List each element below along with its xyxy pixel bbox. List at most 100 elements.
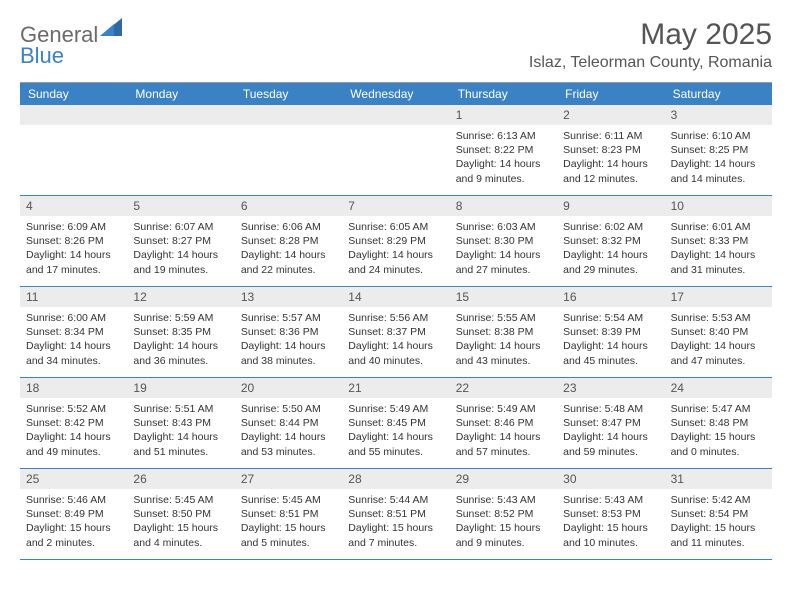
day-cell: 27Sunrise: 5:45 AMSunset: 8:51 PMDayligh… [235, 469, 342, 559]
day-cell: 15Sunrise: 5:55 AMSunset: 8:38 PMDayligh… [450, 287, 557, 377]
day-number: 30 [557, 469, 664, 489]
day-cell: 8Sunrise: 6:03 AMSunset: 8:30 PMDaylight… [450, 196, 557, 286]
day-details: Sunrise: 5:47 AMSunset: 8:48 PMDaylight:… [665, 398, 772, 465]
day-details: Sunrise: 5:54 AMSunset: 8:39 PMDaylight:… [557, 307, 664, 374]
sunrise-text: Sunrise: 5:42 AM [671, 493, 766, 507]
sunset-text: Sunset: 8:34 PM [26, 325, 121, 339]
sunset-text: Sunset: 8:51 PM [241, 507, 336, 521]
daylight-text: Daylight: 14 hours and 45 minutes. [563, 339, 658, 367]
sunset-text: Sunset: 8:40 PM [671, 325, 766, 339]
sunrise-text: Sunrise: 6:06 AM [241, 220, 336, 234]
day-cell: 20Sunrise: 5:50 AMSunset: 8:44 PMDayligh… [235, 378, 342, 468]
sunrise-text: Sunrise: 5:53 AM [671, 311, 766, 325]
day-cell: 26Sunrise: 5:45 AMSunset: 8:50 PMDayligh… [127, 469, 234, 559]
day-number: 15 [450, 287, 557, 307]
day-cell: 6Sunrise: 6:06 AMSunset: 8:28 PMDaylight… [235, 196, 342, 286]
daylight-text: Daylight: 14 hours and 24 minutes. [348, 248, 443, 276]
day-number: 31 [665, 469, 772, 489]
day-number: 14 [342, 287, 449, 307]
daylight-text: Daylight: 15 hours and 5 minutes. [241, 521, 336, 549]
day-details: Sunrise: 6:09 AMSunset: 8:26 PMDaylight:… [20, 216, 127, 283]
day-details: Sunrise: 6:07 AMSunset: 8:27 PMDaylight:… [127, 216, 234, 283]
day-details: Sunrise: 5:46 AMSunset: 8:49 PMDaylight:… [20, 489, 127, 556]
daylight-text: Daylight: 14 hours and 53 minutes. [241, 430, 336, 458]
sunset-text: Sunset: 8:35 PM [133, 325, 228, 339]
day-cell [20, 105, 127, 195]
daylight-text: Daylight: 14 hours and 47 minutes. [671, 339, 766, 367]
day-header-wed: Wednesday [342, 83, 449, 105]
sunset-text: Sunset: 8:53 PM [563, 507, 658, 521]
week-row: 25Sunrise: 5:46 AMSunset: 8:49 PMDayligh… [20, 469, 772, 560]
day-number: 28 [342, 469, 449, 489]
sunset-text: Sunset: 8:32 PM [563, 234, 658, 248]
day-cell: 14Sunrise: 5:56 AMSunset: 8:37 PMDayligh… [342, 287, 449, 377]
daylight-text: Daylight: 14 hours and 17 minutes. [26, 248, 121, 276]
week-row: 11Sunrise: 6:00 AMSunset: 8:34 PMDayligh… [20, 287, 772, 378]
day-cell: 7Sunrise: 6:05 AMSunset: 8:29 PMDaylight… [342, 196, 449, 286]
daylight-text: Daylight: 14 hours and 59 minutes. [563, 430, 658, 458]
sunrise-text: Sunrise: 5:46 AM [26, 493, 121, 507]
sunrise-text: Sunrise: 5:49 AM [348, 402, 443, 416]
sunrise-text: Sunrise: 6:00 AM [26, 311, 121, 325]
day-details: Sunrise: 6:11 AMSunset: 8:23 PMDaylight:… [557, 125, 664, 192]
day-number: 13 [235, 287, 342, 307]
day-number: 9 [557, 196, 664, 216]
day-number [235, 105, 342, 125]
day-cell: 16Sunrise: 5:54 AMSunset: 8:39 PMDayligh… [557, 287, 664, 377]
daylight-text: Daylight: 14 hours and 49 minutes. [26, 430, 121, 458]
sunrise-text: Sunrise: 6:09 AM [26, 220, 121, 234]
day-number: 7 [342, 196, 449, 216]
day-cell: 21Sunrise: 5:49 AMSunset: 8:45 PMDayligh… [342, 378, 449, 468]
sunrise-text: Sunrise: 5:48 AM [563, 402, 658, 416]
day-details: Sunrise: 6:01 AMSunset: 8:33 PMDaylight:… [665, 216, 772, 283]
day-details: Sunrise: 5:53 AMSunset: 8:40 PMDaylight:… [665, 307, 772, 374]
day-cell: 9Sunrise: 6:02 AMSunset: 8:32 PMDaylight… [557, 196, 664, 286]
day-details: Sunrise: 6:10 AMSunset: 8:25 PMDaylight:… [665, 125, 772, 192]
day-details: Sunrise: 5:55 AMSunset: 8:38 PMDaylight:… [450, 307, 557, 374]
day-cell: 13Sunrise: 5:57 AMSunset: 8:36 PMDayligh… [235, 287, 342, 377]
sunrise-text: Sunrise: 5:45 AM [241, 493, 336, 507]
day-cell [342, 105, 449, 195]
day-details: Sunrise: 5:45 AMSunset: 8:51 PMDaylight:… [235, 489, 342, 556]
sunrise-text: Sunrise: 5:51 AM [133, 402, 228, 416]
day-details: Sunrise: 6:13 AMSunset: 8:22 PMDaylight:… [450, 125, 557, 192]
sunrise-text: Sunrise: 6:10 AM [671, 129, 766, 143]
week-row: 18Sunrise: 5:52 AMSunset: 8:42 PMDayligh… [20, 378, 772, 469]
sunset-text: Sunset: 8:42 PM [26, 416, 121, 430]
sunrise-text: Sunrise: 6:07 AM [133, 220, 228, 234]
daylight-text: Daylight: 15 hours and 2 minutes. [26, 521, 121, 549]
day-cell: 4Sunrise: 6:09 AMSunset: 8:26 PMDaylight… [20, 196, 127, 286]
daylight-text: Daylight: 14 hours and 34 minutes. [26, 339, 121, 367]
sunrise-text: Sunrise: 6:01 AM [671, 220, 766, 234]
sunset-text: Sunset: 8:29 PM [348, 234, 443, 248]
sunset-text: Sunset: 8:51 PM [348, 507, 443, 521]
day-cell: 23Sunrise: 5:48 AMSunset: 8:47 PMDayligh… [557, 378, 664, 468]
day-cell: 31Sunrise: 5:42 AMSunset: 8:54 PMDayligh… [665, 469, 772, 559]
sunrise-text: Sunrise: 5:55 AM [456, 311, 551, 325]
sunset-text: Sunset: 8:30 PM [456, 234, 551, 248]
logo: General Blue [20, 18, 122, 67]
day-details: Sunrise: 5:45 AMSunset: 8:50 PMDaylight:… [127, 489, 234, 556]
day-cell: 1Sunrise: 6:13 AMSunset: 8:22 PMDaylight… [450, 105, 557, 195]
day-cell: 5Sunrise: 6:07 AMSunset: 8:27 PMDaylight… [127, 196, 234, 286]
day-number: 5 [127, 196, 234, 216]
day-details: Sunrise: 6:06 AMSunset: 8:28 PMDaylight:… [235, 216, 342, 283]
sunrise-text: Sunrise: 5:44 AM [348, 493, 443, 507]
month-title: May 2025 [529, 18, 772, 52]
sunset-text: Sunset: 8:23 PM [563, 143, 658, 157]
day-number: 16 [557, 287, 664, 307]
day-cell: 25Sunrise: 5:46 AMSunset: 8:49 PMDayligh… [20, 469, 127, 559]
day-number: 24 [665, 378, 772, 398]
sunset-text: Sunset: 8:26 PM [26, 234, 121, 248]
sunset-text: Sunset: 8:43 PM [133, 416, 228, 430]
day-number: 17 [665, 287, 772, 307]
day-number: 11 [20, 287, 127, 307]
daylight-text: Daylight: 14 hours and 40 minutes. [348, 339, 443, 367]
day-number: 26 [127, 469, 234, 489]
sunset-text: Sunset: 8:37 PM [348, 325, 443, 339]
sunset-text: Sunset: 8:36 PM [241, 325, 336, 339]
day-details: Sunrise: 5:48 AMSunset: 8:47 PMDaylight:… [557, 398, 664, 465]
logo-triangle-icon [100, 18, 122, 36]
daylight-text: Daylight: 14 hours and 57 minutes. [456, 430, 551, 458]
day-details: Sunrise: 5:52 AMSunset: 8:42 PMDaylight:… [20, 398, 127, 465]
